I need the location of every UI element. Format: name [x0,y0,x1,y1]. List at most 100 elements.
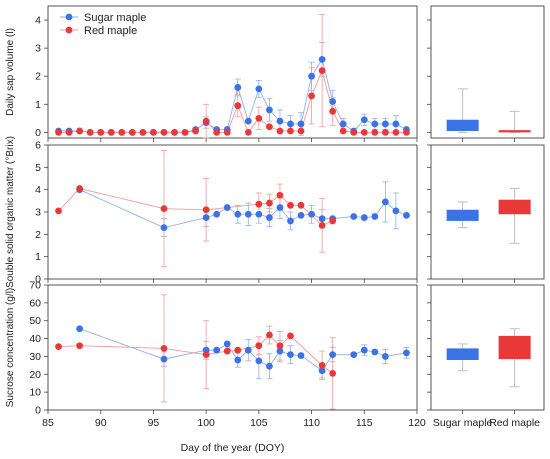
data-point-sugar [371,213,379,220]
data-point-red [150,128,157,136]
panel-3: 0 10 20 30 40 50 60 70 85 90 95 100 105 110 115 120 Sucr… [5,280,545,429]
data-point-red [139,128,147,136]
data-point-sugar [350,213,358,220]
data-point-red [329,217,337,225]
data-point-sugar [266,106,273,114]
data-point-sugar [223,204,231,211]
plot-frame [47,5,418,139]
data-point-red [128,128,136,136]
data-point-red [297,127,305,135]
data-point-sugar [266,362,273,370]
data-point-red [160,128,168,136]
data-point-red [339,127,347,135]
data-point-red [287,332,294,340]
x-tick-label: 105 [250,417,268,429]
box-category-label: Red maple [489,417,540,429]
data-point-red [86,128,94,136]
data-point-sugar [266,214,273,221]
data-point-red [65,128,73,136]
box-red [498,130,531,133]
data-point-red [118,128,126,136]
y-tick-label: 0 [35,405,41,417]
box-sugar [446,119,479,131]
x-tick-label: 95 [148,417,160,429]
data-point-red [192,127,200,135]
y-tick-label: 70 [29,280,41,292]
data-point-red [329,107,337,115]
legend-entry: Red maple [84,25,137,37]
data-point-red [392,128,400,136]
data-point-sugar [350,351,358,359]
y-tick-label: 60 [29,297,41,309]
data-point-sugar [202,214,210,221]
data-point-red [76,185,84,192]
data-point-sugar [329,351,337,359]
data-point-red [276,191,284,199]
panel-1: 0 1 2 3 4 Daily sap volume (l) [5,5,545,142]
box-sugar [446,348,479,360]
legend-entry: Sugar maple [84,12,146,24]
data-point-red [181,128,189,136]
y-tick-label: 0 [35,274,41,286]
x-axis-label: Day of the year (DOY) [181,442,285,454]
legend-marker-sugar [65,13,73,21]
data-point-red [160,205,168,213]
data-point-red [318,361,326,369]
data-point-red [318,67,326,74]
data-point-sugar [244,210,252,218]
data-point-red [244,128,252,136]
y-tick-label: 1 [35,99,41,111]
panel-2: 0 1 2 3 4 5 6 Souble solid organic matter (°Bri… [5,136,545,288]
data-point-red [171,128,178,136]
data-point-sugar [287,217,294,225]
data-point-red [266,123,273,131]
series-line-sugar [79,328,407,372]
data-point-sugar [276,347,284,355]
data-point-red [371,128,379,136]
data-point-red [202,117,210,125]
x-tick-label: 115 [356,417,373,429]
y-tick-label: 3 [35,207,41,219]
data-point-sugar [329,98,337,105]
boxplot-frame [430,5,545,139]
data-point-sugar [297,352,305,359]
x-tick-label: 120 [408,417,426,429]
data-point-red [76,127,84,135]
data-point-sugar [276,204,284,211]
series-line-red [58,69,407,134]
data-point-red [202,351,210,359]
y-tick-label: 2 [35,229,41,241]
data-point-sugar [308,72,315,80]
legend-marker-red [65,26,73,34]
x-tick-label: 100 [197,417,215,429]
data-point-sugar [403,211,410,219]
y-tick-label: 10 [29,387,41,399]
data-point-sugar [318,367,326,375]
data-point-red [308,92,315,100]
data-point-sugar [223,340,231,348]
boxplot-frame [430,284,545,411]
data-point-sugar [160,224,168,232]
data-point-sugar [234,210,242,218]
data-point-red [403,128,410,136]
data-point-sugar [234,84,242,91]
data-point-sugar [76,325,84,333]
data-point-sugar [381,198,389,206]
data-point-sugar [234,356,242,364]
data-point-red [255,342,263,350]
data-point-sugar [287,351,294,359]
data-point-red [97,128,105,136]
x-tick-label: 85 [42,417,54,429]
data-point-red [266,199,273,207]
data-point-red [350,128,358,136]
y-tick-label: 5 [35,162,41,174]
data-point-sugar [381,353,389,360]
data-point-red [76,342,84,350]
data-point-sugar [255,357,263,365]
data-point-sugar [244,346,252,354]
data-point-sugar [371,348,379,356]
y-tick-label: 4 [35,15,41,27]
y-axis-label: Daily sap volume (l) [5,28,16,116]
data-point-sugar [255,210,263,218]
data-point-sugar [360,214,368,221]
